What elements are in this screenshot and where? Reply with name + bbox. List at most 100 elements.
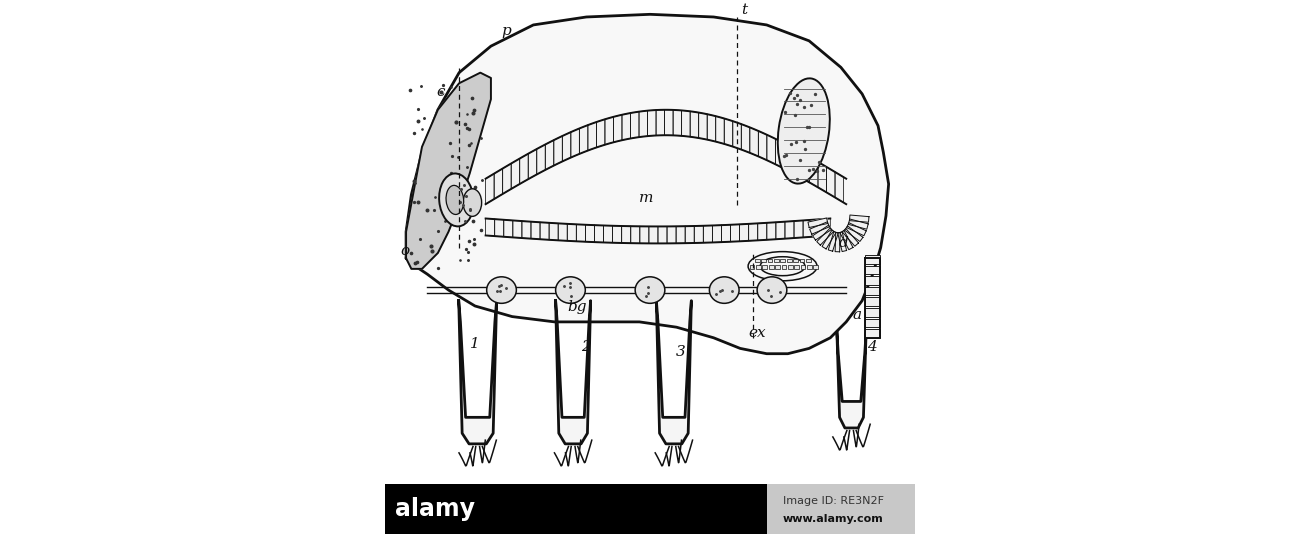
Polygon shape [731, 224, 740, 242]
Text: t: t [741, 3, 747, 17]
Polygon shape [750, 128, 758, 156]
Polygon shape [495, 219, 504, 237]
Polygon shape [558, 223, 567, 241]
Polygon shape [630, 226, 640, 244]
Polygon shape [716, 116, 724, 144]
Ellipse shape [555, 277, 585, 303]
Text: a: a [853, 308, 862, 322]
Ellipse shape [439, 174, 473, 226]
Bar [788, 265, 793, 269]
Ellipse shape [446, 185, 464, 215]
Bar [793, 259, 798, 263]
Polygon shape [511, 159, 520, 189]
Bar [768, 259, 772, 263]
Ellipse shape [463, 189, 481, 216]
Bar [755, 259, 759, 263]
Ellipse shape [710, 277, 740, 303]
Polygon shape [567, 224, 576, 241]
Polygon shape [835, 233, 840, 252]
Polygon shape [603, 225, 612, 243]
Bar [864, 276, 880, 285]
Polygon shape [545, 140, 554, 170]
Polygon shape [812, 219, 822, 237]
Polygon shape [724, 119, 733, 147]
Polygon shape [837, 232, 846, 252]
Polygon shape [767, 222, 776, 240]
Polygon shape [837, 333, 866, 428]
Polygon shape [816, 228, 833, 245]
Polygon shape [758, 223, 767, 240]
Polygon shape [563, 132, 571, 161]
Polygon shape [785, 221, 794, 239]
Text: d: d [838, 237, 848, 250]
Polygon shape [673, 110, 681, 136]
Polygon shape [530, 222, 540, 239]
Polygon shape [540, 222, 549, 240]
Ellipse shape [777, 78, 829, 184]
Polygon shape [845, 226, 863, 241]
Polygon shape [707, 114, 716, 142]
Bar [864, 329, 880, 338]
Polygon shape [580, 125, 588, 154]
Polygon shape [503, 163, 511, 194]
Polygon shape [537, 145, 545, 175]
Polygon shape [801, 152, 810, 183]
Polygon shape [486, 218, 495, 236]
Polygon shape [694, 226, 703, 243]
Text: ex: ex [747, 326, 766, 341]
Bar [864, 308, 880, 317]
Polygon shape [676, 226, 685, 244]
Polygon shape [486, 174, 494, 204]
Polygon shape [793, 147, 801, 178]
Polygon shape [555, 301, 590, 444]
Bar [806, 259, 811, 263]
Polygon shape [494, 169, 503, 199]
Bar [864, 287, 880, 295]
Text: 2: 2 [581, 340, 590, 354]
Polygon shape [521, 221, 530, 239]
Polygon shape [733, 121, 741, 150]
Text: m: m [640, 191, 654, 205]
Polygon shape [703, 225, 712, 243]
Polygon shape [512, 221, 521, 238]
Bar [750, 265, 754, 269]
Polygon shape [698, 113, 707, 140]
Polygon shape [775, 139, 784, 169]
Polygon shape [835, 172, 844, 202]
Text: 1: 1 [469, 337, 480, 351]
Bar [864, 255, 880, 264]
Polygon shape [849, 215, 868, 222]
Polygon shape [794, 221, 803, 238]
Polygon shape [822, 218, 831, 236]
Bar [807, 265, 811, 269]
Bar [864, 266, 880, 274]
Polygon shape [585, 225, 594, 242]
Text: 4: 4 [867, 340, 878, 354]
Polygon shape [712, 225, 722, 242]
Text: p: p [502, 24, 511, 38]
Ellipse shape [486, 277, 516, 303]
Bar [757, 265, 760, 269]
Bar [786, 259, 792, 263]
Bar [774, 259, 779, 263]
Polygon shape [576, 224, 585, 242]
Polygon shape [667, 226, 676, 244]
Polygon shape [749, 223, 758, 241]
Polygon shape [528, 149, 537, 179]
Polygon shape [822, 230, 836, 249]
Polygon shape [812, 225, 832, 240]
Polygon shape [658, 226, 667, 244]
Polygon shape [571, 129, 580, 158]
Polygon shape [827, 167, 835, 198]
Polygon shape [803, 220, 812, 238]
Bar [794, 265, 800, 269]
Text: c: c [437, 85, 445, 99]
Bar [781, 265, 786, 269]
Polygon shape [656, 301, 692, 444]
Text: Image ID: RE3N2F: Image ID: RE3N2F [783, 496, 884, 506]
Ellipse shape [636, 277, 664, 303]
Polygon shape [842, 229, 858, 246]
Polygon shape [406, 14, 889, 354]
Polygon shape [504, 220, 512, 238]
Polygon shape [690, 111, 698, 138]
